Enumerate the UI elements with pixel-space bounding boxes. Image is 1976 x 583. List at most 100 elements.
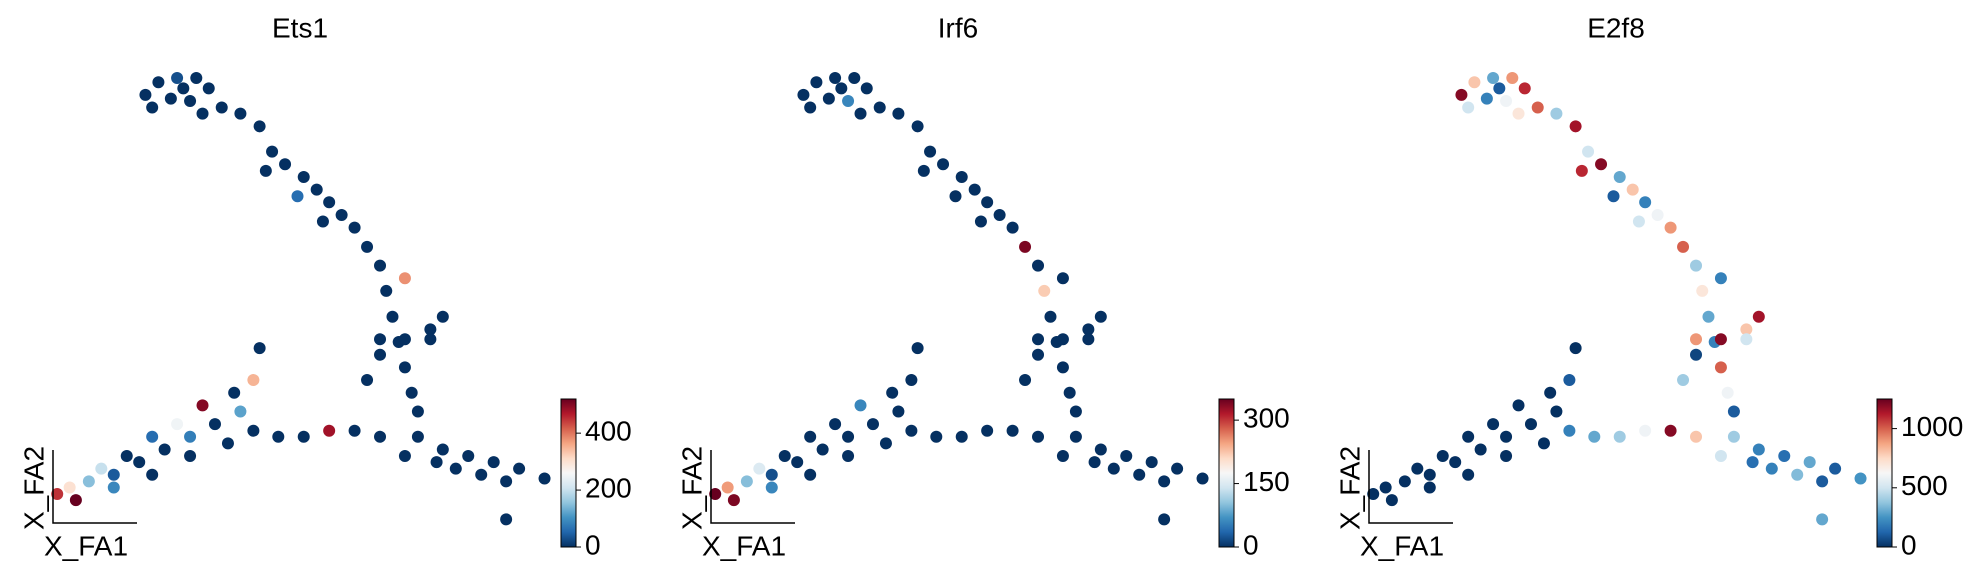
point [1462,101,1475,114]
point [95,462,108,475]
point [538,472,551,485]
point [1639,196,1652,209]
point [1423,481,1436,494]
point [1563,424,1576,437]
point [886,386,899,399]
point [234,405,247,418]
point [374,430,387,443]
point [1714,361,1727,374]
point [1487,72,1500,85]
point [854,107,867,120]
point [1531,101,1544,114]
chart-title: Ets1 [272,12,328,43]
point [1069,430,1082,443]
point [462,450,475,463]
point [740,475,753,488]
point [1537,437,1550,450]
point [1082,333,1095,346]
point [398,450,411,463]
point [1056,272,1069,285]
point [873,101,886,114]
point [405,386,418,399]
point [487,456,500,469]
point [1500,430,1513,443]
point [374,348,387,361]
x-axis-label: X_FA1 [1360,530,1444,561]
point [1696,284,1709,297]
point [436,443,449,456]
point [1714,450,1727,463]
point [1632,215,1645,228]
point [1171,462,1184,475]
point [146,430,159,443]
point [1512,107,1525,120]
point [374,259,387,272]
point [765,481,778,494]
point [848,72,861,85]
point [348,424,361,437]
point [1398,475,1411,488]
point [146,468,159,481]
point [1044,310,1057,323]
point [253,342,266,355]
point [1651,208,1664,221]
point [974,215,987,228]
point [1690,430,1703,443]
point [202,82,215,95]
point [335,208,348,221]
point [158,443,171,456]
point [753,462,766,475]
point [411,405,424,418]
point [1714,272,1727,285]
point [778,450,791,463]
point [374,333,387,346]
point [1379,481,1392,494]
point [1506,72,1519,85]
point [905,424,918,437]
point [146,101,159,114]
point [196,107,209,120]
point [1063,386,1076,399]
point [424,333,437,346]
colorbar [1876,398,1893,548]
colorbar [1218,398,1235,548]
point [955,170,968,183]
point [361,374,374,387]
point [1158,475,1171,488]
point [727,494,740,507]
colorbar-tick-label: 1000 [1901,411,1963,442]
point [323,424,336,437]
point [196,399,209,412]
point [892,405,905,418]
point [266,145,279,158]
point [1575,164,1588,177]
point [1032,333,1045,346]
point [1480,92,1493,105]
point [316,215,329,228]
point [1107,462,1120,475]
point [842,430,855,443]
point [1032,348,1045,361]
point [120,450,133,463]
point [398,333,411,346]
point [208,418,221,431]
point [1196,472,1209,485]
point [171,72,184,85]
colorbar [560,398,577,548]
point [1778,450,1791,463]
point [63,481,76,494]
point [835,82,848,95]
point [82,475,95,488]
point [709,488,722,501]
point [1765,462,1778,475]
point [139,88,152,101]
point [215,101,228,114]
point [1436,450,1449,463]
point [1411,462,1424,475]
point [107,468,120,481]
point [1702,310,1715,323]
point [1791,468,1804,481]
point [1607,190,1620,203]
point [804,468,817,481]
point [171,418,184,431]
